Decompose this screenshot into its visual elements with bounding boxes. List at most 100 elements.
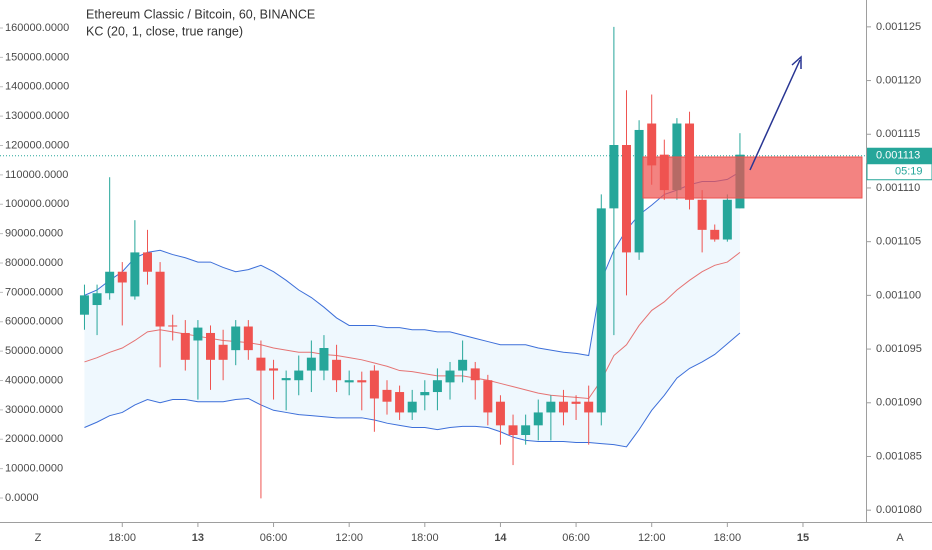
candle-body [319, 348, 329, 371]
x-tick-label: 18:00 [714, 532, 742, 544]
candle-body [609, 145, 619, 209]
candle-body [558, 401, 568, 413]
y-tick-label: 0.001100 [876, 289, 921, 301]
candle-body [281, 378, 291, 381]
x-tick-label: 18:00 [109, 532, 137, 544]
candle-body [395, 392, 405, 413]
countdown-label: 05:19 [895, 166, 923, 178]
candle-body [130, 252, 140, 297]
scale-button[interactable] [24, 528, 52, 548]
y2-tick-label: 40000.0000 [5, 374, 63, 386]
y-tick-label: 0.001115 [876, 128, 920, 140]
candle-body [697, 199, 707, 230]
candle-body [470, 368, 480, 381]
arrow-head [791, 55, 802, 69]
candle-body [206, 332, 216, 360]
y-tick-label: 0.001105 [876, 236, 921, 248]
x-tick-label: 06:00 [260, 532, 288, 544]
y2-tick-label: 0.0000 [5, 492, 39, 504]
y2-tick-label: 160000.0000 [5, 22, 69, 34]
y2-tick-label: 80000.0000 [5, 257, 63, 269]
candle-body [180, 332, 190, 360]
candle-body [420, 392, 430, 396]
auto-button[interactable] [886, 528, 914, 548]
candle-body [508, 425, 518, 435]
candle-body [231, 326, 241, 351]
scale-mode-right[interactable]: A [896, 532, 904, 544]
y2-tick-label: 120000.0000 [5, 139, 69, 151]
candle-body [142, 252, 152, 272]
last-price-label: 0.001113 [876, 150, 920, 162]
channel-fill [84, 171, 740, 447]
candle-body [243, 326, 253, 351]
last-price-box [867, 147, 932, 164]
y-tick-label: 0.001080 [876, 504, 922, 516]
candle-body [269, 368, 279, 371]
scale-mode-left[interactable]: Z [35, 532, 42, 544]
candle-body [432, 380, 442, 393]
candle-body [483, 380, 493, 413]
candle-body [546, 401, 556, 413]
y2-tick-label: 90000.0000 [5, 228, 63, 240]
y2-tick-label: 20000.0000 [5, 433, 63, 445]
y-tick-label: 0.001085 [876, 450, 922, 462]
candle-body [495, 401, 505, 426]
arrow-shaft [749, 59, 801, 171]
y-tick-label: 0.001095 [876, 343, 922, 355]
y2-tick-label: 150000.0000 [5, 51, 69, 63]
x-tick-label: 06:00 [562, 532, 590, 544]
candle-body [193, 327, 203, 341]
y-tick-label: 0.001120 [876, 74, 921, 86]
y2-tick-label: 140000.0000 [5, 81, 69, 93]
candle-body [218, 344, 228, 360]
axes-layer: 0.001080 0.001085 0.001090 0.001095 0.001100… [0, 21, 932, 544]
candle-body [357, 380, 367, 383]
candle-body [369, 370, 379, 399]
x-tick-label: 12:00 [335, 532, 363, 544]
x-tick-label: 13 [192, 532, 204, 544]
y2-tick-label: 10000.0000 [5, 463, 63, 475]
y2-tick-label: 60000.0000 [5, 316, 63, 328]
candle-body [722, 199, 732, 240]
y2-tick-label: 50000.0000 [5, 345, 63, 357]
candle-body [710, 229, 720, 240]
candle-body [521, 425, 531, 435]
candle-body [344, 380, 354, 383]
drawn-arrow[interactable] [749, 55, 802, 171]
chart-title: Ethereum Classic / Bitcoin, 60, BINANCE [86, 7, 315, 21]
y2-tick-label: 130000.0000 [5, 110, 69, 122]
candle-body [596, 208, 606, 413]
candle-body [571, 401, 581, 404]
candle-body [105, 271, 115, 294]
candle-body [79, 295, 89, 315]
y2-tick-label: 110000.0000 [5, 169, 68, 181]
candle-body [647, 123, 657, 166]
y2-tick-label: 70000.0000 [5, 286, 63, 298]
candle-body [634, 129, 644, 253]
y-tick-label: 0.001125 [876, 21, 921, 33]
candle-body [117, 271, 127, 283]
x-tick-label: 15 [797, 532, 809, 544]
candle-body [306, 357, 316, 371]
countdown-box [866, 163, 932, 181]
x-tick-label: 12:00 [638, 532, 666, 544]
candle-body [92, 293, 102, 306]
candle-body [256, 357, 266, 371]
candle-body [584, 401, 594, 413]
candle-body [382, 389, 392, 402]
candle-body [407, 401, 417, 413]
channel-line [84, 332, 741, 448]
fill-layer [84, 171, 740, 447]
candle-body [445, 370, 455, 383]
candle-body [332, 359, 342, 381]
candle-body [533, 412, 543, 426]
y-tick-label: 0.001090 [876, 397, 922, 409]
y-tick-label: 0.001110 [876, 182, 920, 194]
x-tick-label: 14 [494, 532, 507, 544]
candle-body [294, 370, 304, 381]
candle-body [168, 325, 178, 327]
candle-body [155, 271, 165, 327]
indicator-label: KC (20, 1, close, true range) [86, 24, 243, 38]
